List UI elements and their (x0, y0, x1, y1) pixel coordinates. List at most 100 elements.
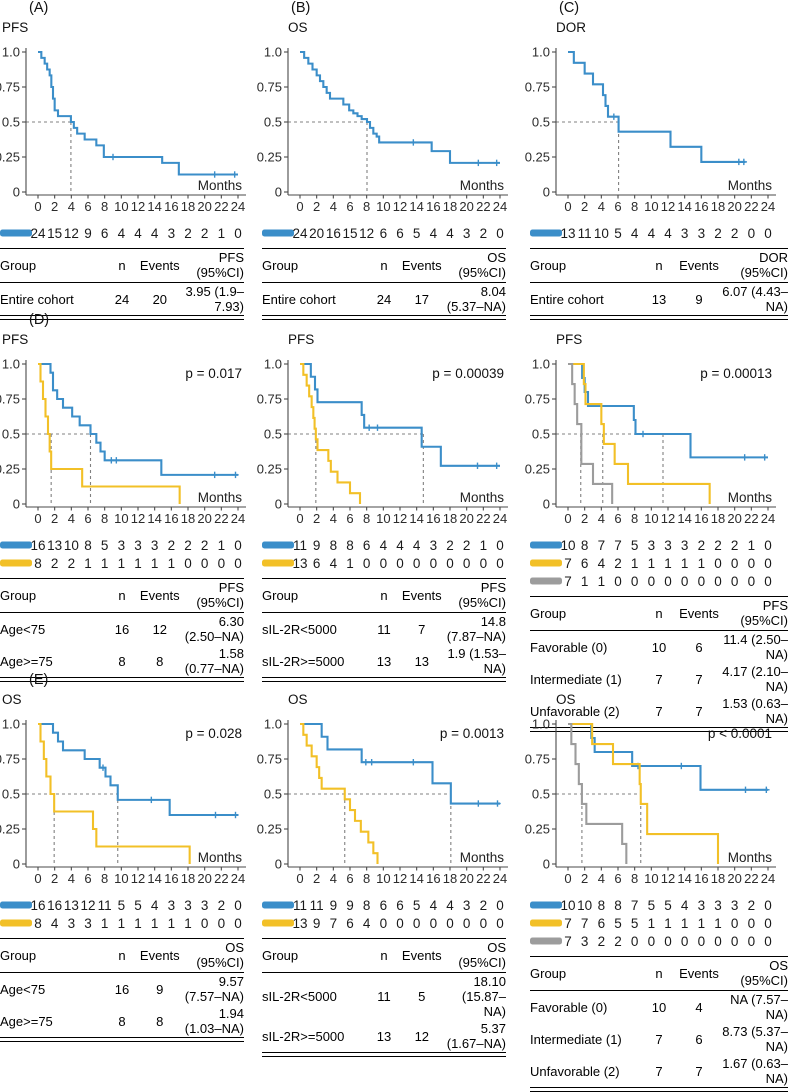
months-axis-label: Months (728, 490, 773, 505)
summary-table: Group n Events OS (95%CI) Age<75 16 9 9.57 (7.5… (0, 938, 244, 1038)
summary-col-header: Events (139, 578, 181, 613)
risk-count: 0 (714, 556, 722, 571)
risk-count: 1 (151, 556, 159, 571)
risk-count: 8 (34, 916, 42, 931)
group-name: Intermediate (1) (530, 671, 622, 687)
risk-count: 1 (218, 226, 226, 241)
km-curve (300, 722, 500, 805)
number-at-risk-table: 10 10 8 8 7 5 5 4 3 3 3 2 0 7 7 6 5 5 1 1 1 1 1 0 0 0 7 3 2 2 0 0 0 0 0 0 0 0… (526, 896, 790, 950)
risk-count: 0 (413, 916, 421, 931)
risk-count: 1 (101, 916, 109, 931)
risk-count: 5 (134, 898, 142, 913)
x-tick-label: 16 (426, 199, 440, 214)
risk-count: 3 (463, 898, 471, 913)
risk-count: 6 (598, 916, 606, 931)
summary-col-header: n (366, 248, 402, 283)
x-tick-label: 16 (164, 871, 178, 886)
risk-count: 2 (218, 898, 226, 913)
group-name: Entire cohort (530, 282, 641, 316)
risk-count: 0 (714, 934, 722, 949)
risk-count: 0 (748, 556, 756, 571)
n-value: 24 (104, 282, 140, 316)
km-curve (38, 722, 191, 864)
y-tick-label: 0.75 (0, 80, 20, 95)
n-value: 7 (655, 1031, 663, 1047)
y-tick-label: 0.5 (2, 115, 20, 130)
n-value: 8 (104, 1005, 140, 1038)
x-tick-label: 16 (694, 871, 708, 886)
risk-table-row: 11 11 9 9 8 6 6 5 4 4 3 2 0 (262, 898, 504, 913)
y-tick-label: 0.75 (257, 752, 282, 767)
x-tick-label: 18 (443, 511, 457, 526)
risk-count: 1 (648, 556, 656, 571)
group-name: Age>=75 (0, 645, 105, 678)
risk-count: 5 (614, 226, 622, 241)
group-name: Unfavorable (2) (530, 695, 641, 728)
risk-count: 0 (413, 556, 421, 571)
risk-count: 9 (84, 226, 92, 241)
events-value: 9 (677, 282, 721, 316)
risk-table-row: 10 8 7 7 5 3 3 3 2 2 2 1 0 (530, 538, 772, 553)
risk-count: 3 (714, 898, 722, 913)
plot-y-axis-title: PFS (2, 332, 29, 347)
x-tick-label: 4 (330, 199, 337, 214)
y-tick-label: 0 (543, 497, 550, 512)
risk-count: 6 (396, 226, 404, 241)
risk-count: 13 (292, 556, 307, 571)
summary-col-header: n (104, 938, 140, 973)
risk-count: 1 (631, 556, 639, 571)
risk-count: 8 (84, 538, 92, 553)
p-value-label: p = 0.028 (185, 726, 242, 741)
risk-count: 3 (201, 898, 209, 913)
risk-table-row: 13 9 7 6 4 0 0 0 0 0 0 0 0 (262, 916, 504, 931)
summary-table-row: Age<75 16 12 6.30 (2.50–NA) (0, 613, 244, 646)
risk-count: 0 (234, 556, 242, 571)
x-tick-label: 14 (147, 511, 161, 526)
risk-count: 4 (51, 916, 59, 931)
risk-count: 9 (313, 538, 321, 553)
risk-count: 0 (698, 574, 706, 589)
group-name: Entire cohort (262, 282, 367, 316)
x-tick-label: 0 (296, 199, 303, 214)
group-name: Favorable (0) (530, 999, 608, 1015)
risk-count: 1 (714, 916, 722, 931)
risk-count: 7 (564, 556, 572, 571)
summary-col-header: OS (95%CI) (720, 956, 788, 991)
risk-count: 7 (631, 898, 639, 913)
risk-count: 0 (234, 226, 242, 241)
risk-count: 9 (346, 898, 354, 913)
x-tick-label: 22 (744, 871, 758, 886)
x-tick-label: 6 (346, 871, 353, 886)
x-tick-label: 18 (711, 199, 725, 214)
risk-count: 3 (430, 538, 438, 553)
risk-count: 3 (134, 538, 142, 553)
y-tick-label: 1.0 (264, 717, 282, 732)
risk-count: 1 (480, 538, 488, 553)
y-tick-label: 0.75 (525, 392, 550, 407)
x-tick-label: 22 (476, 871, 490, 886)
n-value: 16 (114, 621, 130, 637)
ci-value: 6.07 (4.43–NA) (720, 282, 788, 316)
risk-count: 1 (748, 538, 756, 553)
y-tick-label: 0.5 (264, 427, 282, 442)
risk-count: 2 (168, 538, 176, 553)
y-tick-label: 0.75 (525, 80, 550, 95)
x-tick-label: 2 (51, 871, 58, 886)
risk-count: 11 (293, 538, 307, 553)
risk-count: 6 (346, 916, 354, 931)
km-curve (300, 362, 500, 467)
x-tick-label: 8 (631, 511, 638, 526)
risk-count: 1 (151, 916, 159, 931)
risk-count: 4 (648, 226, 656, 241)
months-axis-label: Months (460, 178, 505, 193)
x-tick-label: 18 (181, 511, 195, 526)
risk-count: 6 (363, 538, 371, 553)
months-axis-label: Months (198, 490, 243, 505)
summary-table-row: sIL-2R>=5000 13 13 1.9 (1.53–NA) (262, 645, 506, 678)
panel-label: (B) (291, 0, 311, 16)
risk-count: 7 (598, 538, 606, 553)
risk-count: 2 (184, 226, 192, 241)
ci-value: 9.57 (7.57–NA) (184, 974, 244, 1004)
